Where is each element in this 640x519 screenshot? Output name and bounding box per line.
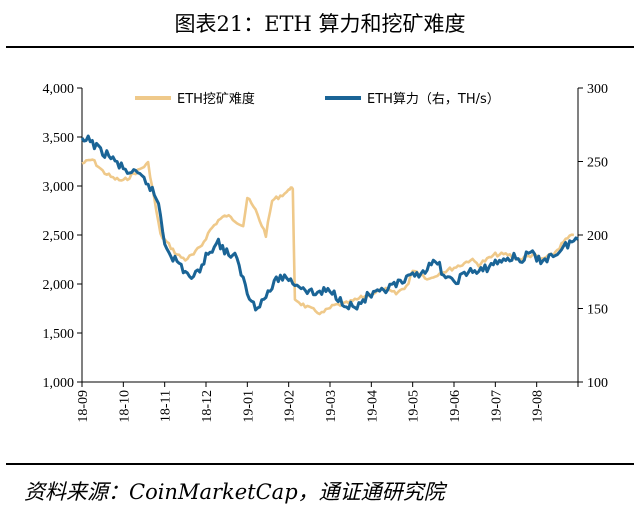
x-tick-label: 19-04 xyxy=(365,390,380,423)
y-left-tick-label: 1,000 xyxy=(43,376,75,391)
y-left-tick-label: 2,500 xyxy=(43,229,75,244)
x-tick-label: 18-10 xyxy=(117,390,132,423)
y-right-tick-label: 150 xyxy=(587,303,608,318)
x-tick-label: 19-08 xyxy=(531,390,546,423)
series-line-hashrate xyxy=(80,134,579,312)
line-chart: 1,000 1,500 2,000 2,500 3,000 3,500 4,000 100 15… xyxy=(43,82,609,423)
y-right-tick-label: 300 xyxy=(587,82,608,97)
y-left-tick-label: 3,500 xyxy=(43,131,75,146)
x-tick-label: 18-09 xyxy=(76,390,91,423)
y-left-tick-label: 3,000 xyxy=(43,180,75,195)
x-tick-label: 19-01 xyxy=(241,390,256,423)
x-tick-label: 18-11 xyxy=(159,390,174,422)
chart-title: 图表21：ETH 算力和挖矿难度 xyxy=(174,12,466,36)
legend-label-difficulty: ETH挖矿难度 xyxy=(177,91,255,107)
legend-label-hashrate: ETH算力（右，TH/s） xyxy=(367,92,500,107)
y-right-tick-label: 250 xyxy=(587,156,608,171)
title-divider xyxy=(6,46,634,48)
x-tick-label: 19-03 xyxy=(324,390,339,423)
y-left-tick-label: 1,500 xyxy=(43,327,75,342)
x-tick-label: 19-07 xyxy=(489,390,504,423)
y-right-tick-label: 200 xyxy=(587,229,608,244)
x-tick-label: 19-06 xyxy=(448,390,463,423)
y-right-tick-label: 100 xyxy=(587,376,608,391)
x-tick-label: 18-12 xyxy=(200,390,215,423)
y-left-tick-label: 4,000 xyxy=(43,82,75,97)
source-divider xyxy=(6,463,634,465)
x-tick-label: 19-05 xyxy=(407,390,422,423)
x-tick-label: 19-02 xyxy=(283,390,298,423)
y-left-tick-label: 2,000 xyxy=(43,278,75,293)
source-note: 资料来源：CoinMarketCap，通证通研究院 xyxy=(24,480,445,504)
